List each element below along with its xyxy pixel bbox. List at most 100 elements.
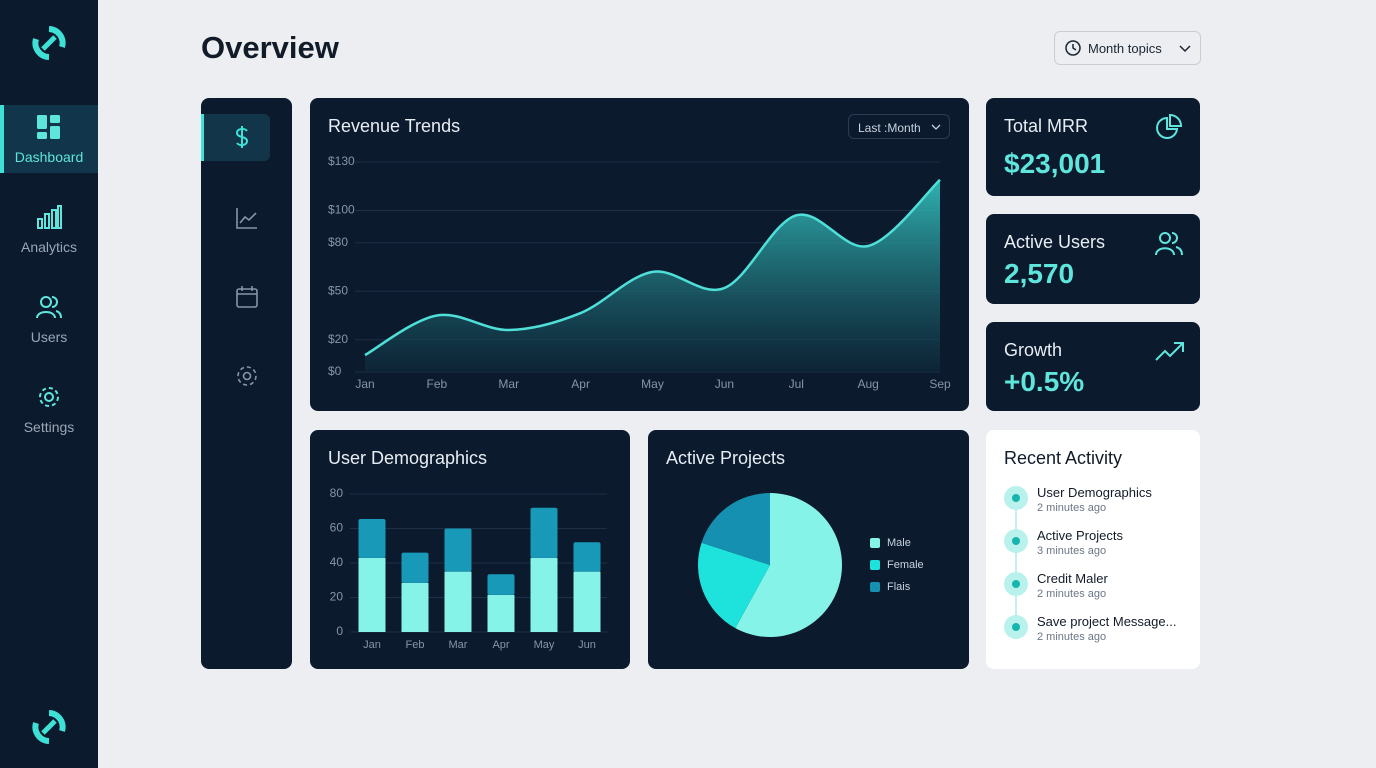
activity-title: Active Projects [1037,528,1123,543]
area-fill [365,179,940,372]
card-title: Revenue Trends [328,116,461,136]
settings-icon [39,387,59,407]
x-tick-label: Mar [449,639,468,651]
line [364,178,941,357]
activity-card: Recent Activity User Demographics 2 minu… [986,430,1200,669]
activity-item: User Demographics 2 minutes ago [986,485,1200,525]
demographics-card: User Demographics 0 20 40 60 80 Jan Feb Mar Apr M… [310,430,630,669]
card-title: User Demographics [328,448,488,468]
x-tick-label: Jul [789,377,804,391]
logo [32,26,66,60]
nav-analytics[interactable]: Analytics [0,195,98,263]
calendar-icon[interactable] [235,285,259,309]
legend-label: Flais [887,581,911,593]
x-tick-label: Aug [857,377,878,391]
bar-segment [487,574,515,595]
y-tick-label: $0 [328,364,342,378]
settings-icon[interactable] [235,364,259,388]
dollar-icon [235,126,249,148]
kpi-card: Active Users 2,570 [986,214,1200,304]
users-icon [1155,232,1183,256]
activity-dot [1004,529,1028,553]
nav-label: Users [30,329,68,345]
legend-label: Male [887,537,911,549]
kpi-card: Total MRR $23,001 [986,98,1200,196]
y-tick-label: $20 [328,332,348,346]
chevron [1179,45,1191,53]
y-tick-label: 80 [330,486,344,500]
clock-icon [1065,40,1081,56]
timeline [1015,498,1017,628]
nav-users[interactable]: Users [0,285,98,353]
activity-item: Credit Maler 2 minutes ago [986,571,1200,611]
x-tick-label: Jun [715,377,734,391]
y-tick-label: $50 [328,283,348,297]
x-tick-label: Apr [571,377,590,391]
bar-segment [530,557,558,632]
y-tick-label: 0 [336,624,343,638]
activity-time: 2 minutes ago [1037,502,1107,514]
x-tick-label: Feb [427,377,448,391]
pie-slice [701,493,770,565]
kpi-value: +0.5% [1004,366,1085,397]
period-dropdown[interactable]: Month topics [1054,31,1201,65]
nav-settings[interactable]: Settings [0,375,98,443]
trend-icon [1155,342,1184,361]
legend-swatch [870,582,880,592]
kpi-value: $23,001 [1004,148,1106,179]
tool-active[interactable] [201,114,270,161]
activity-time: 3 minutes ago [1037,545,1107,557]
nav-label: Dashboard [14,149,84,165]
y-tick-label: $80 [328,235,348,249]
demographics-chart: 0 20 40 60 80 Jan Feb Mar Apr May Jun [330,486,607,651]
x-tick-label: Apr [492,639,509,651]
pie-slice [698,542,770,629]
page-title: Overview [201,30,339,65]
y-tick-label: $130 [328,154,355,168]
y-tick-label: 20 [330,590,344,604]
bar-segment [530,507,558,558]
bar-segment [573,571,601,632]
logo-bottom [32,710,66,744]
activity-title: Credit Maler [1037,571,1108,586]
kpi-value: 2,570 [1004,258,1075,289]
nav-label: Analytics [20,239,78,255]
activity-dot [1004,486,1028,510]
y-tick-label: 60 [330,521,344,535]
chart-icon[interactable] [235,206,259,230]
pie-slice [735,493,842,637]
activity-dot [1004,615,1028,639]
legend-swatch [870,538,880,548]
x-tick-label: Jan [355,377,374,391]
activity-title: Save project Message... [1037,614,1177,629]
activity-item: Save project Message... 2 minutes ago [986,614,1200,654]
bar-segment [444,571,472,632]
pie-icon [1156,114,1183,139]
x-tick-label: Jan [363,639,381,651]
projects-chart: Male Female Flais [698,493,924,637]
nav-label: Settings [23,419,75,435]
nav-dashboard[interactable]: Dashboard [0,105,98,173]
bar-segment [401,552,429,583]
legend-label: Female [887,559,924,571]
card-title: Recent Activity [1004,448,1123,468]
x-tick-label: May [534,639,555,651]
dropdown-label: Month topics [1088,41,1162,56]
kpi-label: Total MRR [1004,116,1089,136]
range-dropdown[interactable]: Last :Month [848,114,950,139]
kpi-label: Growth [1004,340,1063,360]
activity-time: 2 minutes ago [1037,588,1107,600]
x-tick-label: Jun [578,639,596,651]
bar-segment [358,519,386,558]
users-icon [36,296,62,319]
x-tick-label: May [641,377,664,391]
bar-segment [444,528,472,572]
card-title: Active Projects [666,448,786,468]
dashboard-icon [37,115,60,139]
x-tick-label: Feb [406,639,425,651]
activity-title: User Demographics [1037,485,1152,500]
sidebar: Dashboard Analytics Users Settings [0,0,98,768]
chevron [931,124,941,130]
